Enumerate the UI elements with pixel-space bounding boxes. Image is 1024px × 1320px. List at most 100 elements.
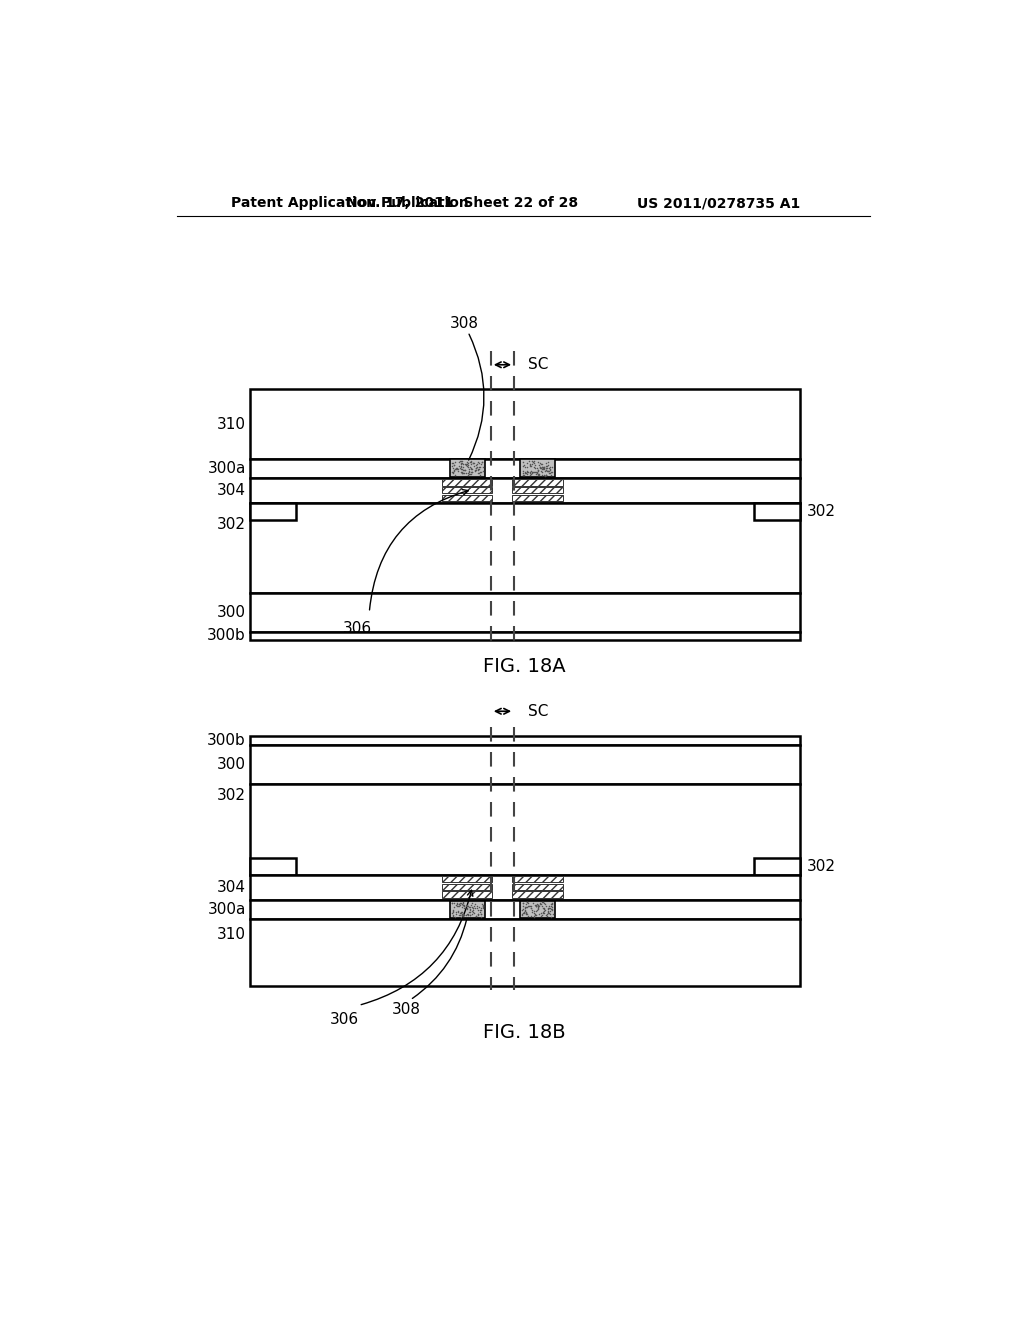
Point — [445, 906, 462, 927]
Point — [527, 458, 544, 479]
Point — [459, 895, 475, 916]
Point — [453, 892, 469, 913]
Point — [462, 902, 478, 923]
Point — [475, 898, 492, 919]
Point — [472, 903, 488, 924]
Point — [453, 454, 469, 475]
Point — [531, 465, 548, 486]
Point — [459, 455, 475, 477]
Point — [471, 896, 487, 917]
Bar — [755, 503, 801, 520]
Bar — [520, 459, 555, 478]
Bar — [250, 632, 801, 640]
Text: Patent Application Publication: Patent Application Publication — [230, 197, 468, 210]
Point — [471, 458, 487, 479]
Point — [514, 903, 530, 924]
Point — [522, 463, 539, 484]
Bar — [512, 884, 562, 890]
Point — [519, 463, 536, 484]
Point — [536, 899, 552, 920]
Point — [447, 904, 464, 925]
Point — [460, 463, 476, 484]
Point — [535, 453, 551, 474]
Point — [462, 457, 478, 478]
Point — [463, 463, 479, 484]
Point — [446, 459, 463, 480]
Point — [469, 453, 485, 474]
Bar — [250, 459, 801, 478]
Point — [518, 455, 535, 477]
Point — [454, 462, 470, 483]
Bar — [250, 858, 296, 875]
Point — [462, 463, 478, 484]
Point — [519, 461, 536, 482]
Point — [534, 896, 550, 917]
Point — [540, 898, 556, 919]
Point — [458, 904, 474, 925]
Point — [542, 903, 558, 924]
Point — [453, 459, 469, 480]
Point — [451, 896, 467, 917]
Point — [521, 895, 538, 916]
Text: 304: 304 — [217, 879, 246, 895]
Bar — [442, 884, 493, 890]
Point — [534, 458, 550, 479]
Point — [468, 458, 484, 479]
Text: 308: 308 — [450, 317, 478, 331]
Point — [472, 462, 488, 483]
Point — [541, 903, 557, 924]
Point — [519, 892, 536, 913]
Point — [529, 459, 546, 480]
Point — [467, 894, 483, 915]
Point — [464, 462, 480, 483]
Point — [537, 461, 553, 482]
Point — [463, 454, 479, 475]
Point — [524, 450, 541, 471]
Point — [460, 457, 476, 478]
Point — [516, 896, 532, 917]
Point — [445, 455, 462, 477]
Point — [534, 461, 550, 482]
Point — [531, 458, 548, 479]
Point — [543, 898, 559, 919]
Point — [459, 903, 475, 924]
Point — [515, 451, 531, 473]
Point — [457, 459, 473, 480]
Point — [542, 895, 558, 916]
Point — [455, 462, 471, 483]
Point — [450, 461, 466, 482]
Point — [469, 459, 485, 480]
Text: SC: SC — [528, 358, 548, 372]
Point — [465, 898, 481, 919]
Point — [532, 453, 549, 474]
Point — [444, 462, 461, 483]
Point — [452, 892, 468, 913]
Point — [519, 896, 536, 917]
Point — [462, 898, 478, 919]
Text: 300b: 300b — [207, 733, 246, 748]
Point — [538, 455, 554, 477]
Text: 310: 310 — [217, 927, 246, 942]
Point — [450, 902, 466, 923]
Point — [455, 457, 471, 478]
Point — [470, 453, 486, 474]
Point — [535, 458, 551, 479]
Point — [475, 894, 492, 915]
Point — [529, 463, 546, 484]
Point — [455, 904, 471, 925]
Point — [450, 458, 466, 479]
Point — [474, 896, 490, 917]
Point — [460, 463, 476, 484]
Point — [444, 462, 461, 483]
Point — [536, 903, 552, 924]
Point — [454, 904, 470, 925]
Point — [444, 900, 461, 921]
Point — [462, 461, 478, 482]
Point — [521, 450, 538, 471]
Bar — [512, 876, 562, 882]
Point — [454, 453, 470, 474]
Point — [529, 461, 546, 482]
Bar — [512, 487, 562, 494]
Point — [530, 904, 547, 925]
Bar — [250, 389, 801, 459]
